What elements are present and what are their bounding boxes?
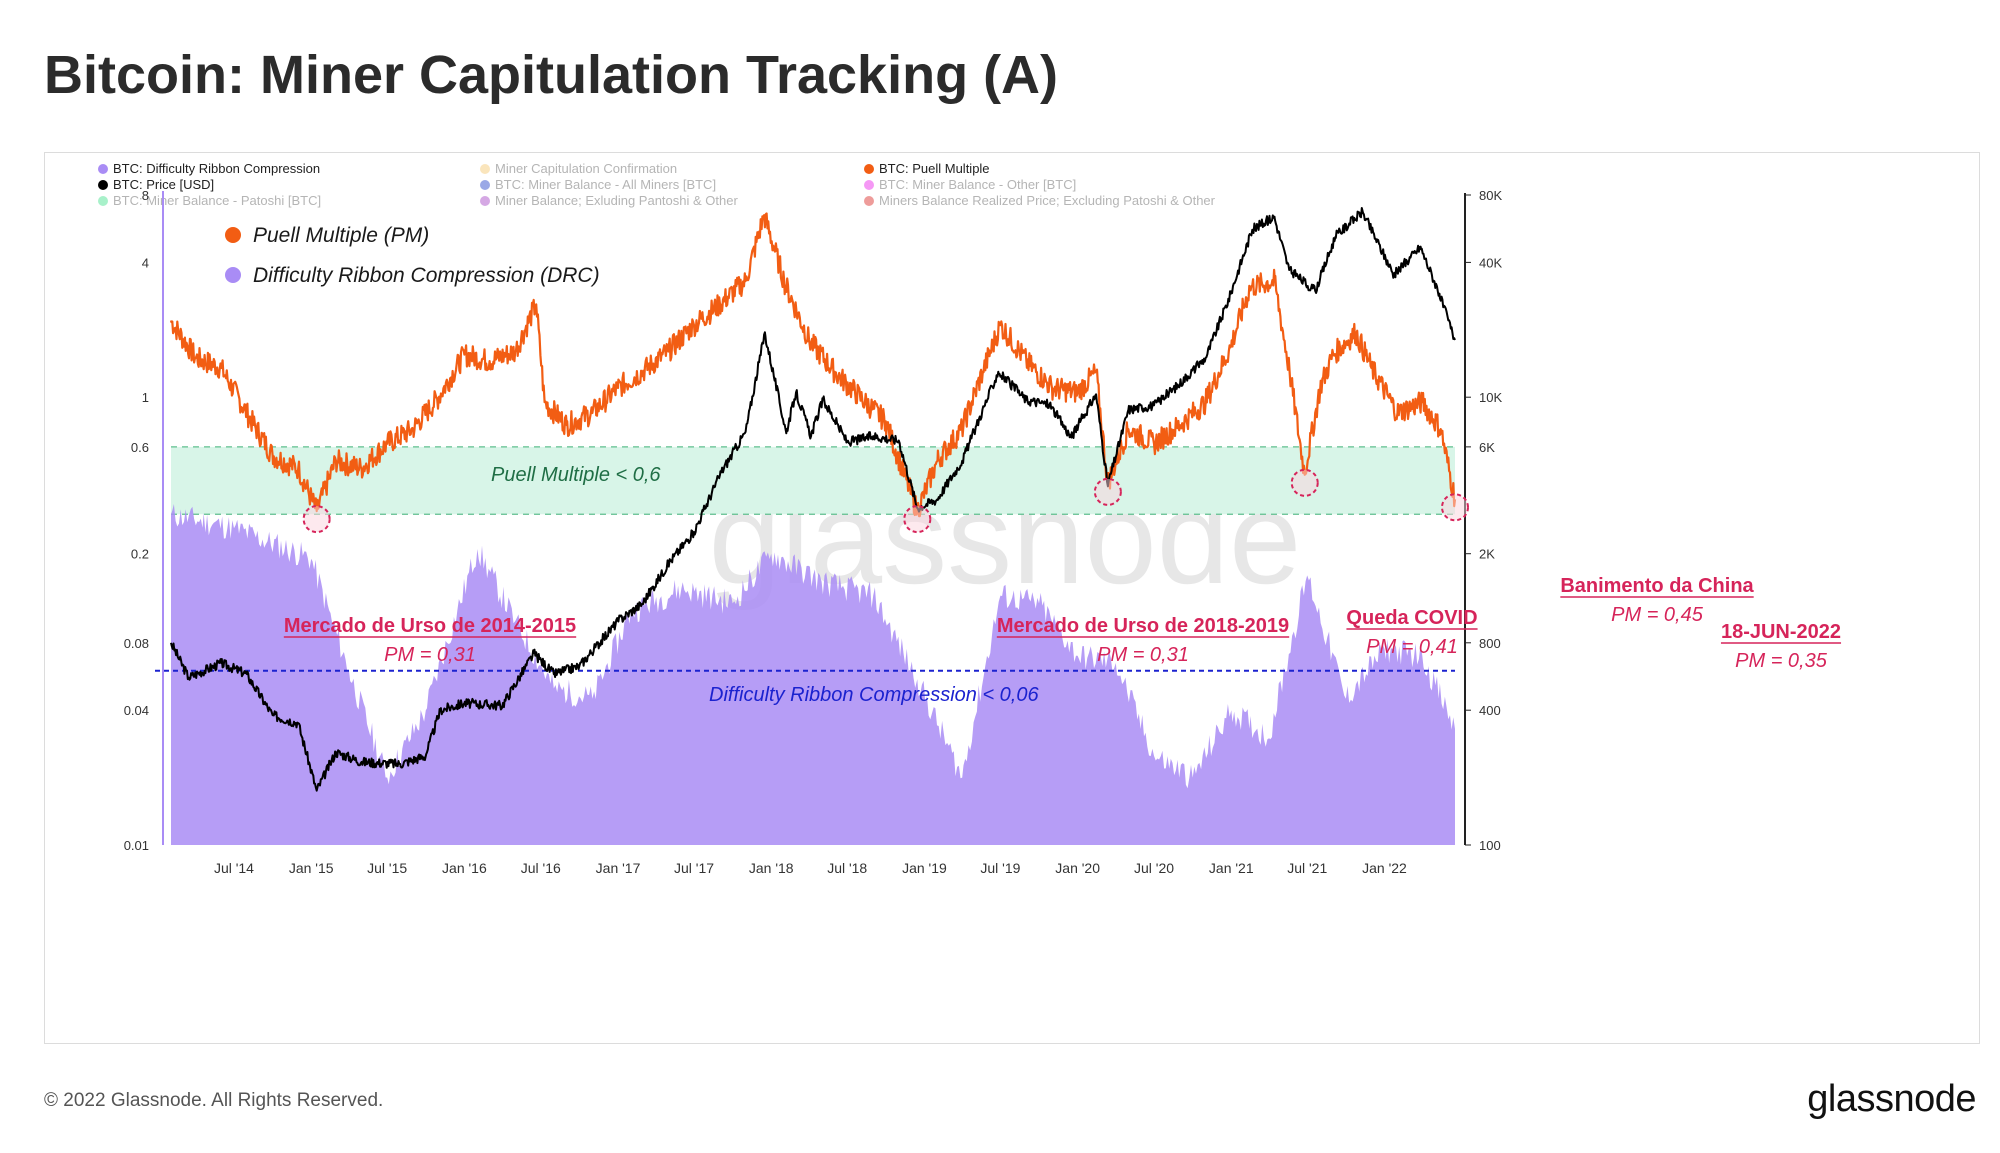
series-key: Puell Multiple (PM) Difficulty Ribbon Com… (225, 224, 600, 287)
legend-marker (98, 164, 108, 174)
legend-label: Miner Balance; Exluding Pantoshi & Other (495, 193, 738, 208)
annotation-title: Queda COVID (1346, 607, 1477, 629)
annotation-value: PM = 0,41 (1366, 636, 1458, 658)
capitulation-marker (1290, 468, 1319, 497)
chart-svg: BTC: Difficulty Ribbon Compression Miner … (98, 161, 1842, 876)
x-axis-tick: Jan '19 (902, 860, 947, 876)
annotation-value: PM = 0,31 (384, 644, 476, 666)
annotation-value: PM = 0,35 (1735, 650, 1828, 672)
annotation-title: Mercado de Urso de 2018-2019 (997, 615, 1289, 637)
x-axis-tick: Jul '20 (1134, 860, 1174, 876)
key-marker (225, 267, 241, 283)
legend-marker (864, 196, 874, 206)
x-axis-tick: Jan '18 (749, 860, 794, 876)
annotation-value: PM = 0,45 (1611, 604, 1704, 626)
left-axis-tick: 0.6 (131, 440, 149, 455)
capitulation-marker (302, 505, 331, 534)
legend-label: Miners Balance Realized Price; Excluding… (879, 193, 1216, 208)
drc-series (171, 504, 1455, 845)
x-axis-tick: Jan '15 (289, 860, 334, 876)
legend-marker (864, 164, 874, 174)
right-axis-tick: 2K (1479, 547, 1495, 562)
x-axis-tick: Jan '20 (1055, 860, 1100, 876)
annotation-title: 18-JUN-2022 (1721, 621, 1841, 643)
capitulation-marker (1441, 493, 1469, 522)
puell-multiple-series (169, 212, 1457, 518)
legend-label: BTC: Puell Multiple (879, 161, 990, 176)
drc-area: Difficulty Ribbon Compression < 0,06 (155, 191, 1455, 845)
legend-label: Miner Capitulation Confirmation (495, 161, 677, 176)
x-axis-tick: Jan '22 (1362, 860, 1407, 876)
legend-label: BTC: Miner Balance - Other [BTC] (879, 177, 1076, 192)
left-axis-tick: 1 (142, 390, 149, 405)
x-axis-tick: Jul '14 (214, 860, 254, 876)
right-axis-tick: 400 (1479, 703, 1501, 718)
left-axis-tick: 0.01 (124, 838, 149, 853)
left-axis-tick: 0.2 (131, 547, 149, 562)
legend: BTC: Difficulty Ribbon Compression Miner … (98, 161, 1216, 208)
x-axis-tick: Jan '16 (442, 860, 487, 876)
key-label: Puell Multiple (PM) (253, 224, 429, 247)
chart-panel: BTC: Difficulty Ribbon Compression Miner … (44, 152, 1980, 1044)
series-lines (169, 207, 1457, 792)
annotations: Mercado de Urso de 2014-2015 PM = 0,31 Mer… (283, 468, 1842, 672)
capitulation-marker (903, 505, 932, 534)
x-axis-tick: Jul '18 (827, 860, 867, 876)
right-axis-tick: 80K (1479, 188, 1502, 203)
key-marker (225, 227, 241, 243)
left-axis-tick: 0.08 (124, 636, 149, 651)
price-series (170, 207, 1456, 792)
legend-label: BTC: Difficulty Ribbon Compression (113, 161, 320, 176)
x-axis-tick: Jul '16 (521, 860, 561, 876)
legend-label: BTC: Price [USD] (113, 177, 214, 192)
left-axis-tick: 4 (142, 255, 149, 270)
legend-label: BTC: Miner Balance - All Miners [BTC] (495, 177, 716, 192)
annotation-title: Banimento da China (1560, 575, 1754, 597)
right-axis-tick: 6K (1479, 440, 1495, 455)
right-axis-tick: 10K (1479, 390, 1502, 405)
x-axis-tick: Jul '19 (980, 860, 1020, 876)
left-axis-tick: 8 (142, 188, 149, 203)
page-title: Bitcoin: Miner Capitulation Tracking (A) (44, 45, 1059, 105)
puell-zone-label: Puell Multiple < 0,6 (491, 464, 661, 486)
annotation-title: Mercado de Urso de 2014-2015 (284, 615, 576, 637)
puell-zone (171, 446, 1455, 515)
x-axis-tick: Jan '21 (1209, 860, 1254, 876)
drc-threshold-label: Difficulty Ribbon Compression < 0,06 (709, 684, 1039, 706)
copyright-text: © 2022 Glassnode. All Rights Reserved. (44, 1090, 384, 1111)
legend-marker (98, 196, 108, 206)
right-axis-tick: 800 (1479, 636, 1501, 651)
legend-marker (864, 180, 874, 190)
x-axis-tick: Jul '15 (367, 860, 407, 876)
legend-marker (480, 180, 490, 190)
x-axis-tick: Jan '17 (596, 860, 641, 876)
legend-marker (480, 164, 490, 174)
left-axis-tick: 0.04 (124, 703, 149, 718)
right-axis-tick: 100 (1479, 838, 1501, 853)
key-label: Difficulty Ribbon Compression (DRC) (253, 264, 600, 287)
legend-marker (480, 196, 490, 206)
x-axis-tick: Jul '17 (674, 860, 714, 876)
axes: 8 4 1 0.6 0.2 0.08 0.04 0.01 80K 40K 10K 6K 2K 800 400… (124, 188, 1503, 876)
legend-label: BTC: Miner Balance - Patoshi [BTC] (113, 193, 321, 208)
capitulation-marker (1093, 477, 1122, 506)
annotation-value: PM = 0,31 (1097, 644, 1189, 666)
brand-logo: glassnode (1807, 1078, 1976, 1120)
legend-marker (98, 180, 108, 190)
x-axis-tick: Jul '21 (1287, 860, 1327, 876)
right-axis-tick: 40K (1479, 255, 1502, 270)
threshold-zones: Puell Multiple < 0,6 (171, 446, 1455, 515)
